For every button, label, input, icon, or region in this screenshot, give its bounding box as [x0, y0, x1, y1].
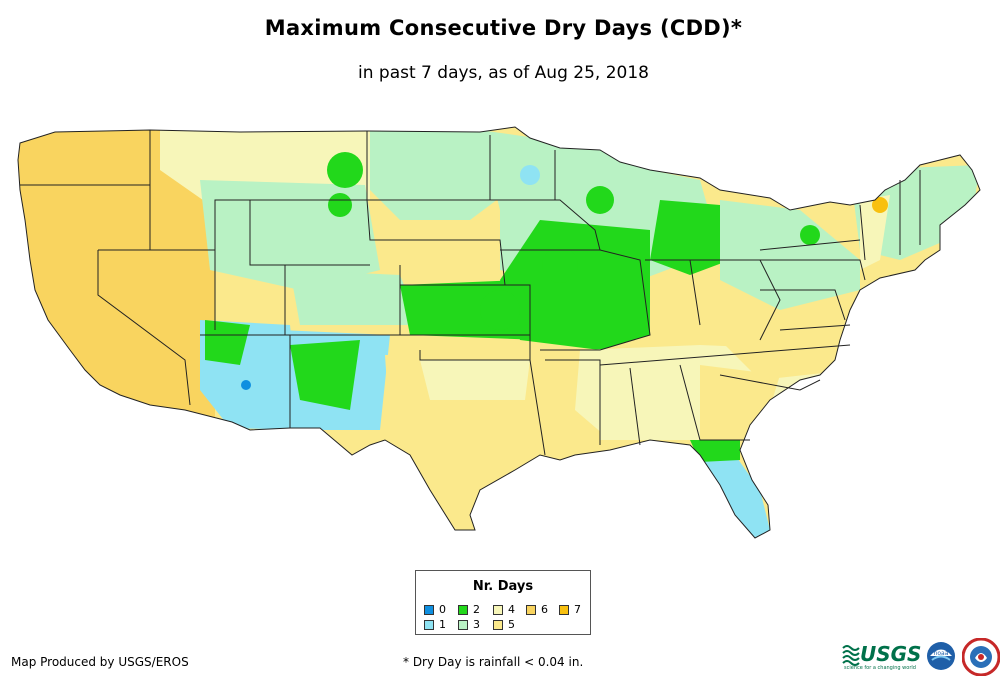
legend-swatch	[559, 604, 569, 615]
legend-item-7: 7	[559, 603, 581, 616]
us-dry-days-map	[17, 126, 981, 539]
legend: Nr. Days 0 1 2 3 4 5 6 7	[415, 570, 591, 635]
legend-swatch	[526, 604, 536, 615]
dry-day-footnote: * Dry Day is rainfall < 0.04 in.	[403, 655, 584, 669]
legend-item-1: 1	[424, 618, 446, 631]
noaa-logo: noaa	[927, 642, 955, 670]
usgs-logo: USGS science for a changing world	[842, 642, 922, 671]
legend-item-6: 6	[526, 603, 548, 616]
svg-text:noaa: noaa	[934, 650, 949, 657]
map-title: Maximum Consecutive Dry Days (CDD)*	[264, 16, 743, 40]
usgs-wave-icon	[842, 645, 860, 666]
legend-item-2: 2	[458, 603, 480, 616]
legend-swatch	[424, 604, 434, 615]
legend-swatch	[458, 604, 468, 615]
nws-logo	[962, 638, 1000, 676]
map-subtitle: in past 7 days, as of Aug 25, 2018	[358, 63, 649, 83]
map-credit: Map Produced by USGS/EROS	[11, 655, 189, 669]
legend-swatch	[493, 604, 503, 615]
legend-item-4: 4	[493, 603, 515, 616]
legend-title: Nr. Days	[472, 579, 534, 594]
legend-item-5: 5	[493, 618, 515, 631]
legend-item-3: 3	[458, 618, 480, 631]
legend-swatch	[424, 619, 434, 630]
legend-swatch	[458, 619, 468, 630]
legend-swatch	[493, 619, 503, 630]
legend-item-0: 0	[424, 603, 446, 616]
